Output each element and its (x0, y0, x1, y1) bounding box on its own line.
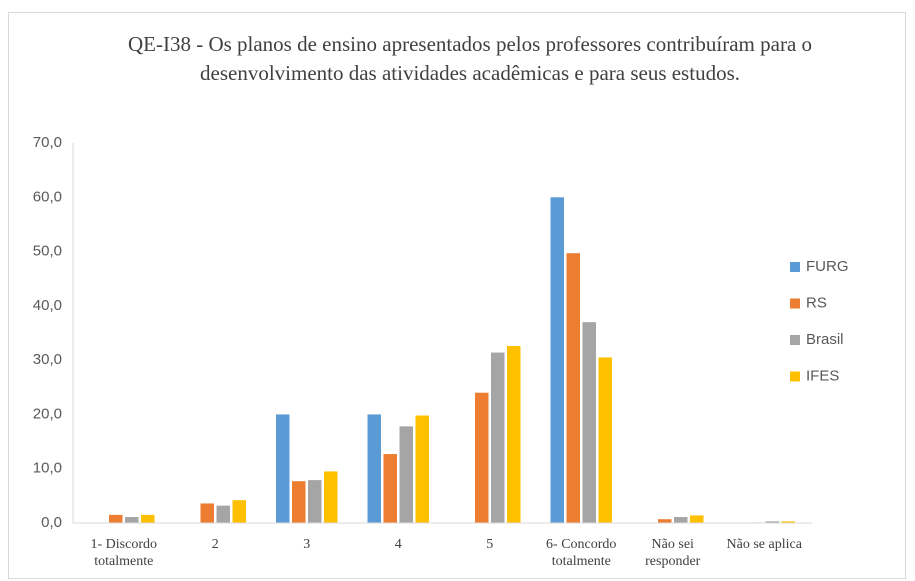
x-tick-label: 1- Discordo totalmente (90, 537, 158, 569)
bar (674, 517, 688, 523)
bar (475, 392, 489, 523)
legend-swatch (790, 371, 800, 382)
bar (491, 352, 505, 523)
y-tick-label: 40,0 (33, 297, 62, 314)
bar (582, 322, 596, 523)
legend-label: Brasil (806, 331, 844, 348)
bar (109, 514, 123, 523)
bar (781, 521, 795, 523)
bar (598, 357, 612, 523)
x-tick-label: 6- Concordo totalmente (546, 537, 617, 569)
x-tick-label: 3 (303, 537, 311, 552)
chart-border (8, 12, 906, 579)
bar (200, 503, 214, 523)
bar (216, 505, 230, 523)
bar (324, 471, 338, 523)
bar (141, 514, 155, 523)
y-tick-label: 70,0 (33, 134, 62, 151)
legend-label: FURG (806, 258, 849, 275)
bar (415, 415, 429, 523)
x-tick-label: 5 (486, 537, 494, 552)
legend-swatch (790, 298, 800, 309)
x-tick-label: 4 (394, 537, 402, 552)
legend-swatch (790, 262, 800, 272)
bar (550, 197, 564, 524)
bar (125, 517, 139, 523)
bar (276, 414, 290, 523)
bar (658, 519, 672, 523)
bar (383, 454, 397, 523)
y-tick-label: 50,0 (33, 243, 62, 260)
bar (367, 414, 381, 523)
bar (308, 480, 322, 523)
legend-swatch (790, 335, 800, 345)
bar (507, 346, 521, 523)
y-tick-label: 30,0 (33, 351, 62, 368)
legend-label: IFES (806, 367, 839, 384)
bar (690, 515, 704, 523)
bar (399, 426, 413, 523)
chart-title: QE-I38 - Os planos de ensino apresentado… (127, 32, 813, 85)
bar (292, 481, 306, 523)
y-tick-label: 60,0 (33, 188, 62, 205)
x-tick-label: Não sei responder (645, 537, 701, 569)
legend-label: RS (806, 294, 827, 311)
y-tick-label: 20,0 (33, 405, 62, 422)
x-tick-label: 2 (211, 537, 219, 552)
x-tick-label: Não se aplica (726, 537, 802, 552)
y-tick-label: 0,0 (41, 514, 62, 531)
y-tick-label: 10,0 (33, 460, 62, 477)
bar (765, 521, 779, 523)
bar (566, 253, 580, 523)
bar (232, 500, 246, 523)
